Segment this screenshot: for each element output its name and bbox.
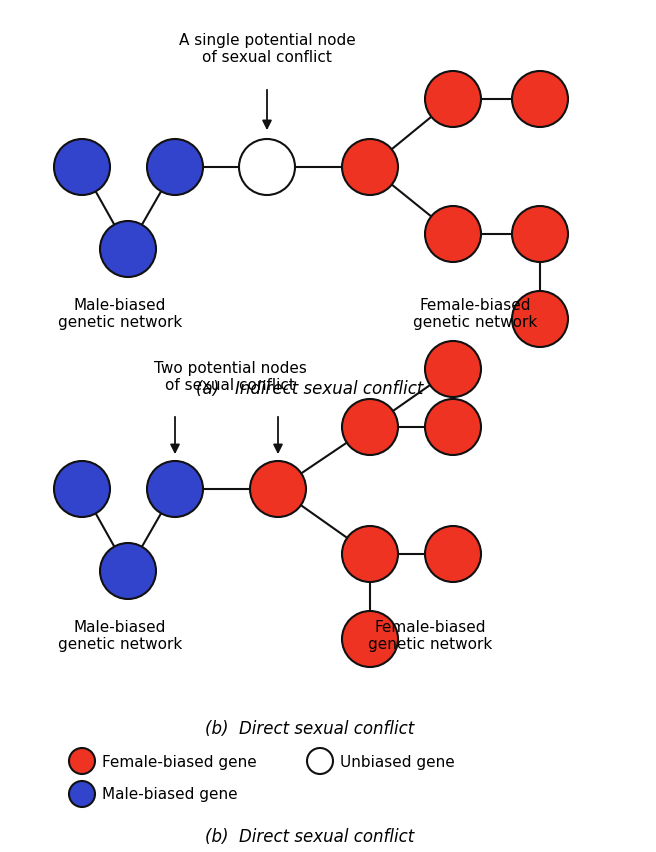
Circle shape <box>100 222 156 278</box>
Circle shape <box>512 207 568 262</box>
Circle shape <box>425 72 481 128</box>
Circle shape <box>54 462 110 517</box>
Text: Male-biased
genetic network: Male-biased genetic network <box>58 297 182 330</box>
Circle shape <box>342 400 398 456</box>
Text: (b)  Direct sexual conflict: (b) Direct sexual conflict <box>205 827 415 845</box>
Text: Male-biased gene: Male-biased gene <box>102 786 237 802</box>
Circle shape <box>69 781 95 807</box>
Circle shape <box>342 527 398 582</box>
Circle shape <box>239 140 295 196</box>
Circle shape <box>307 748 333 774</box>
Circle shape <box>425 527 481 582</box>
Text: Female-biased gene: Female-biased gene <box>102 754 256 769</box>
Circle shape <box>425 400 481 456</box>
Circle shape <box>100 544 156 599</box>
Circle shape <box>147 140 203 196</box>
Circle shape <box>342 140 398 196</box>
Text: A single potential node
of sexual conflict: A single potential node of sexual confli… <box>178 32 356 65</box>
Text: Two potential nodes
of sexual conflict: Two potential nodes of sexual conflict <box>154 360 306 393</box>
Circle shape <box>512 72 568 128</box>
Circle shape <box>425 207 481 262</box>
Circle shape <box>342 611 398 667</box>
Circle shape <box>69 748 95 774</box>
Text: Male-biased
genetic network: Male-biased genetic network <box>58 619 182 652</box>
Text: (b)  Direct sexual conflict: (b) Direct sexual conflict <box>205 719 415 737</box>
Circle shape <box>425 342 481 398</box>
Circle shape <box>250 462 306 517</box>
Text: Female-biased
genetic network: Female-biased genetic network <box>368 619 492 652</box>
Text: Female-biased
genetic network: Female-biased genetic network <box>413 297 537 330</box>
Circle shape <box>147 462 203 517</box>
Circle shape <box>512 291 568 348</box>
Circle shape <box>54 140 110 196</box>
Text: Unbiased gene: Unbiased gene <box>340 754 455 769</box>
Text: (a)   Indirect sexual conflict: (a) Indirect sexual conflict <box>196 379 424 398</box>
